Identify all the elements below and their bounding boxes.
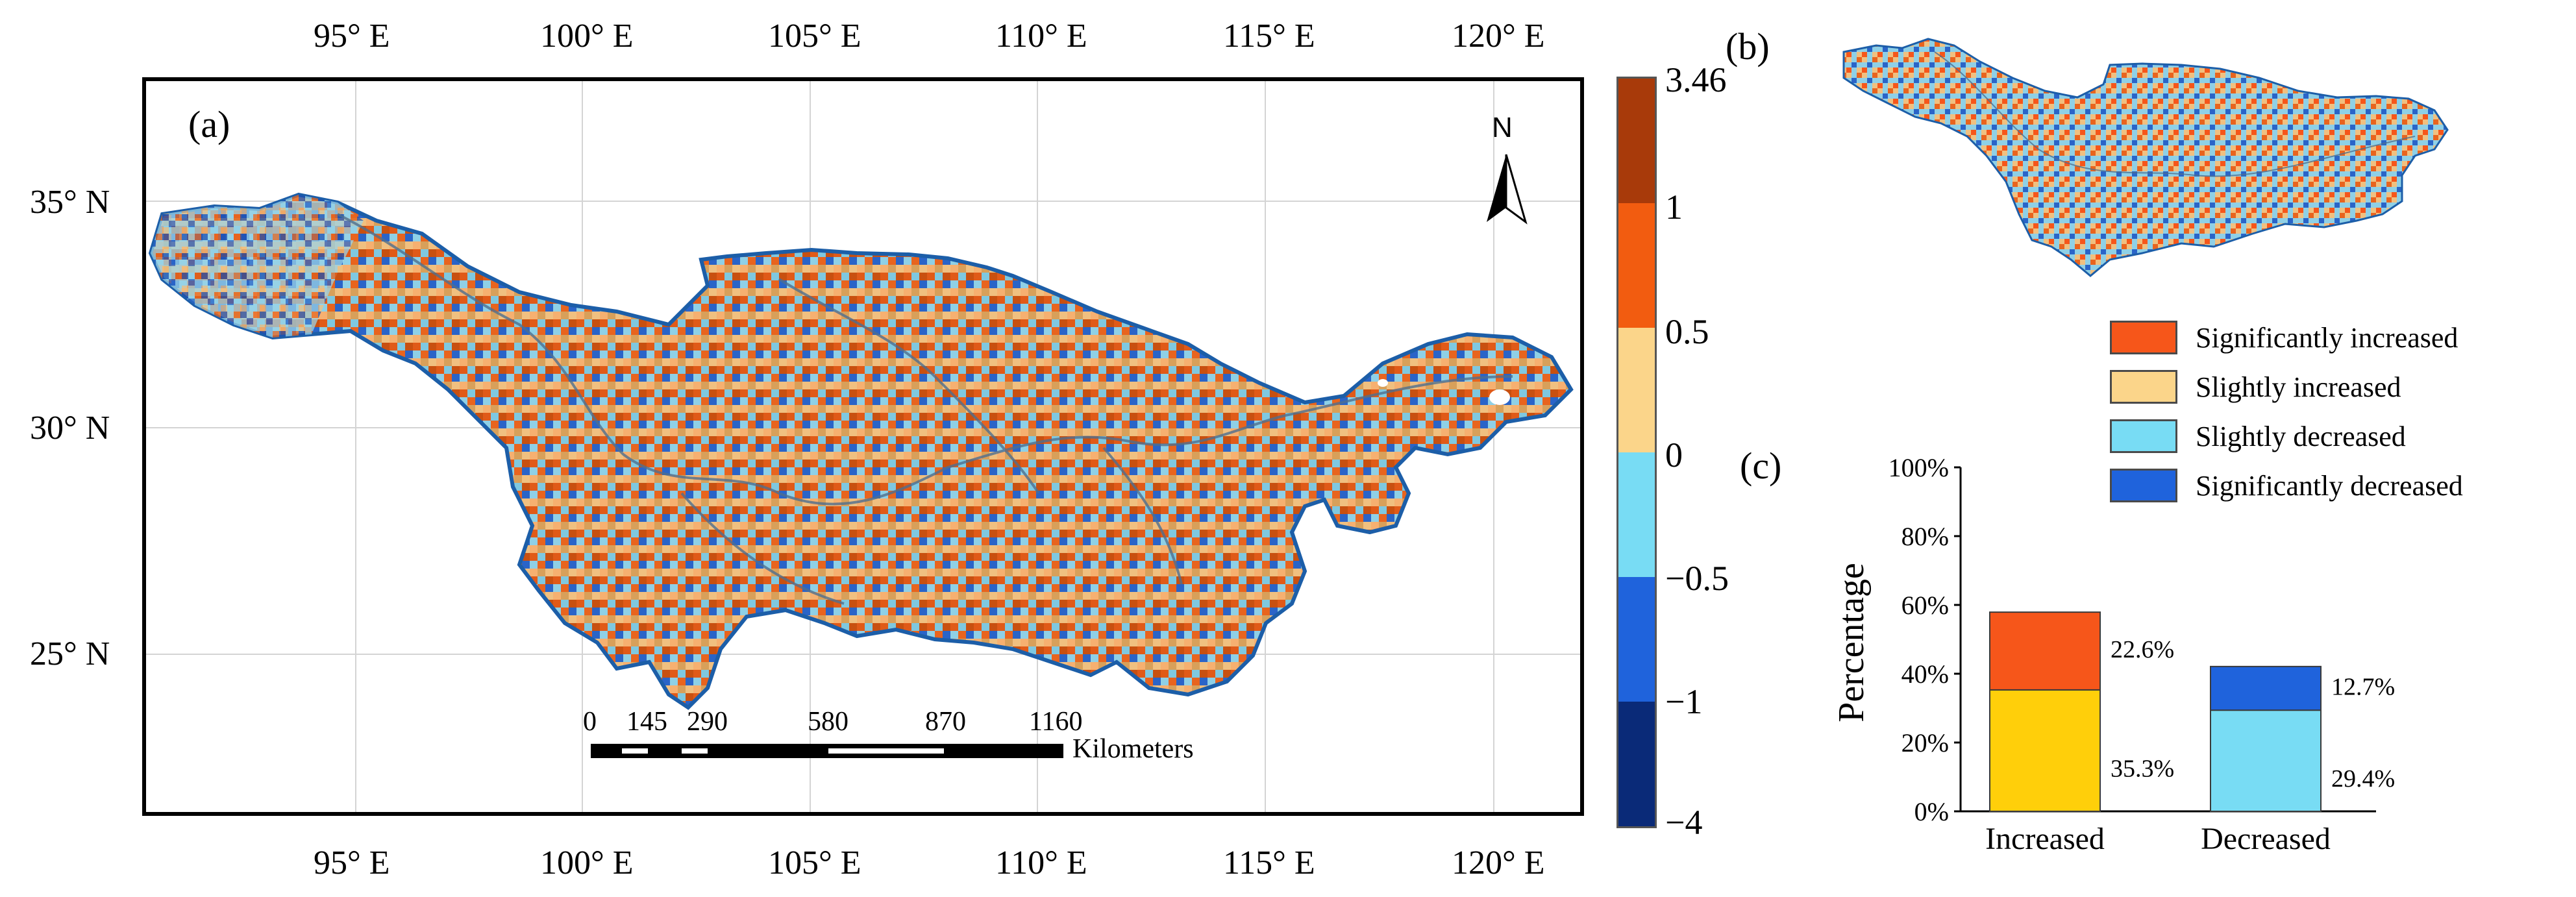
lon-tick-bottom: 120° E bbox=[1452, 844, 1545, 881]
legend-label: Slightly decreased bbox=[2196, 420, 2406, 452]
scale-tick: 870 bbox=[925, 707, 966, 737]
scale-tick: 0 bbox=[583, 707, 597, 737]
map-frame bbox=[142, 77, 1584, 816]
y-tick-label: 0% bbox=[1914, 797, 1949, 826]
significance-map bbox=[1842, 38, 2449, 277]
stacked-bar-chart: 0%20%40%60%80%100% 35.3%22.6%29.4%12.7% … bbox=[1831, 453, 2395, 856]
bar-segment bbox=[1989, 689, 2101, 812]
scale-tick: 290 bbox=[687, 707, 728, 737]
scale-tick: 1160 bbox=[1029, 707, 1083, 737]
bar-segment bbox=[1989, 611, 2101, 691]
colorbar bbox=[1616, 77, 1657, 828]
north-arrow-icon bbox=[1487, 154, 1528, 225]
data-label: 35.3% bbox=[2111, 755, 2174, 782]
north-label: N bbox=[1492, 112, 1513, 143]
legend-label: Significantly decreased bbox=[2196, 469, 2463, 502]
colorbar-label: −1 bbox=[1665, 682, 1703, 721]
legend-swatch bbox=[2110, 370, 2177, 404]
lat-tick: 30° N bbox=[30, 410, 110, 447]
scale-unit: Kilometers bbox=[1072, 734, 1194, 764]
lon-tick-bottom: 110° E bbox=[995, 844, 1087, 881]
legend-item: Significantly decreased bbox=[2110, 469, 2463, 502]
lon-tick-top: 115° E bbox=[1223, 18, 1315, 55]
lat-tick: 25° N bbox=[30, 635, 110, 672]
colorbar-segment bbox=[1618, 79, 1655, 203]
colorbar-label: 3.46 bbox=[1665, 60, 1727, 99]
legend-swatch bbox=[2110, 321, 2177, 354]
legend-item: Significantly increased bbox=[2110, 321, 2458, 354]
panel-c-label: (c) bbox=[1740, 445, 1782, 487]
colorbar-segment bbox=[1618, 203, 1655, 328]
bar-segment bbox=[2210, 665, 2322, 711]
y-tick-label: 60% bbox=[1901, 591, 1949, 620]
lon-tick-bottom: 115° E bbox=[1223, 844, 1315, 881]
lon-tick-bottom: 100° E bbox=[540, 844, 634, 881]
colorbar-segment bbox=[1618, 702, 1655, 826]
panel-a-label: (a) bbox=[188, 103, 230, 145]
legend-label: Slightly increased bbox=[2196, 371, 2401, 403]
colorbar-label: 1 bbox=[1665, 188, 1683, 227]
x-tick-label: Decreased bbox=[2201, 822, 2331, 856]
lon-tick-bottom: 95° E bbox=[314, 844, 390, 881]
colorbar-segment bbox=[1618, 577, 1655, 702]
x-tick-label: Increased bbox=[1985, 822, 2105, 856]
legend-item: Slightly decreased bbox=[2110, 419, 2406, 453]
y-tick-label: 80% bbox=[1901, 522, 1949, 551]
data-label: 29.4% bbox=[2331, 765, 2395, 793]
lon-tick-top: 100° E bbox=[540, 18, 634, 55]
lon-tick-top: 120° E bbox=[1452, 18, 1545, 55]
lon-tick-top: 110° E bbox=[995, 18, 1087, 55]
bar-segment bbox=[2210, 709, 2322, 812]
scale-tick: 145 bbox=[626, 707, 667, 737]
lon-tick-top: 105° E bbox=[768, 18, 861, 55]
colorbar-label: −0.5 bbox=[1665, 559, 1729, 598]
y-tick-label: 40% bbox=[1901, 659, 1949, 689]
basin-shape-b bbox=[1842, 38, 2449, 277]
basin-shape bbox=[148, 192, 1574, 710]
colorbar-label: −4 bbox=[1665, 803, 1703, 842]
colorbar-label: 0.5 bbox=[1665, 312, 1709, 351]
lat-tick: 35° N bbox=[30, 184, 110, 221]
scale-tick: 580 bbox=[808, 707, 848, 737]
data-label: 22.6% bbox=[2111, 636, 2174, 663]
legend-swatch bbox=[2110, 419, 2177, 453]
y-tick-label: 20% bbox=[1901, 728, 1949, 757]
legend-label: Significantly increased bbox=[2196, 321, 2458, 354]
panel-b-label: (b) bbox=[1726, 25, 1770, 68]
lon-tick-bottom: 105° E bbox=[768, 844, 861, 881]
scale-bar bbox=[591, 744, 1063, 758]
y-axis-label: Percentage bbox=[1831, 563, 1872, 722]
legend-swatch bbox=[2110, 469, 2177, 502]
colorbar-label: 0 bbox=[1665, 436, 1683, 474]
lon-tick-top: 95° E bbox=[314, 18, 390, 55]
legend-item: Slightly increased bbox=[2110, 370, 2401, 404]
data-label: 12.7% bbox=[2331, 674, 2395, 701]
colorbar-segment bbox=[1618, 328, 1655, 452]
y-tick-label: 100% bbox=[1889, 453, 1949, 482]
colorbar-segment bbox=[1618, 452, 1655, 577]
